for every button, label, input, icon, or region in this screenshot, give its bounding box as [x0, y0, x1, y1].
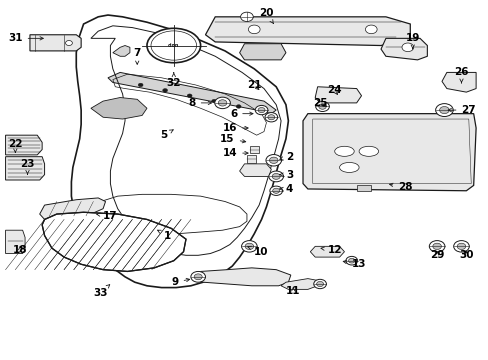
Text: 9: 9 — [171, 277, 189, 287]
Polygon shape — [205, 17, 409, 45]
Ellipse shape — [339, 162, 358, 172]
Circle shape — [401, 43, 413, 51]
Polygon shape — [30, 35, 81, 51]
Ellipse shape — [334, 146, 353, 156]
Circle shape — [248, 25, 260, 34]
Text: 31: 31 — [8, 33, 43, 43]
Text: 2: 2 — [279, 152, 293, 162]
Circle shape — [264, 113, 277, 122]
Circle shape — [315, 102, 329, 112]
Text: 16: 16 — [222, 123, 247, 133]
Polygon shape — [91, 98, 147, 119]
Circle shape — [236, 105, 241, 108]
Text: 3: 3 — [279, 170, 293, 180]
Text: 15: 15 — [220, 134, 245, 144]
Polygon shape — [441, 72, 475, 92]
Text: 21: 21 — [246, 80, 261, 90]
Circle shape — [432, 243, 441, 249]
Circle shape — [435, 104, 452, 117]
Text: 5: 5 — [160, 130, 173, 140]
Circle shape — [345, 256, 357, 265]
Polygon shape — [303, 114, 475, 191]
Text: 20: 20 — [259, 8, 273, 23]
Text: 14: 14 — [222, 148, 247, 158]
Polygon shape — [5, 230, 25, 253]
Polygon shape — [310, 246, 344, 257]
Polygon shape — [5, 135, 42, 155]
Text: 1: 1 — [157, 230, 171, 240]
Circle shape — [211, 99, 216, 103]
Text: 18: 18 — [13, 245, 27, 255]
Text: 19: 19 — [405, 33, 419, 49]
Text: 25: 25 — [312, 98, 326, 108]
Circle shape — [318, 104, 325, 109]
Polygon shape — [380, 39, 427, 60]
Text: 13: 13 — [343, 259, 366, 269]
Polygon shape — [108, 72, 276, 114]
Text: 12: 12 — [320, 245, 341, 255]
Polygon shape — [356, 185, 370, 191]
Text: 24: 24 — [327, 85, 341, 95]
Polygon shape — [239, 44, 285, 60]
Polygon shape — [71, 15, 288, 288]
Circle shape — [163, 89, 167, 92]
Circle shape — [265, 154, 281, 166]
Polygon shape — [5, 157, 44, 180]
Polygon shape — [315, 87, 361, 103]
Circle shape — [268, 171, 283, 182]
Circle shape — [269, 186, 282, 195]
Text: 30: 30 — [458, 250, 473, 260]
Text: cion: cion — [168, 43, 179, 48]
Circle shape — [365, 25, 376, 34]
Circle shape — [65, 41, 72, 45]
Circle shape — [240, 12, 253, 22]
Circle shape — [255, 105, 267, 115]
Text: 23: 23 — [20, 159, 35, 175]
Text: 6: 6 — [229, 109, 252, 119]
Text: 7: 7 — [133, 48, 141, 64]
Circle shape — [453, 240, 468, 252]
Text: 17: 17 — [97, 211, 118, 221]
Circle shape — [456, 243, 465, 249]
Polygon shape — [42, 212, 185, 271]
Circle shape — [241, 240, 257, 252]
Circle shape — [138, 83, 143, 87]
Polygon shape — [40, 198, 105, 220]
Circle shape — [194, 274, 202, 280]
Ellipse shape — [147, 28, 200, 63]
Polygon shape — [281, 279, 317, 289]
Text: 26: 26 — [453, 67, 468, 83]
Polygon shape — [113, 45, 130, 56]
Text: 22: 22 — [8, 139, 22, 152]
Circle shape — [348, 258, 354, 263]
Circle shape — [439, 107, 448, 114]
Circle shape — [218, 100, 226, 106]
Polygon shape — [193, 268, 290, 286]
Text: 4: 4 — [279, 184, 293, 194]
Text: 29: 29 — [429, 250, 444, 260]
Text: 10: 10 — [247, 246, 268, 257]
Polygon shape — [249, 145, 258, 153]
Circle shape — [272, 174, 280, 179]
Circle shape — [428, 240, 444, 252]
Circle shape — [190, 271, 205, 282]
Text: 27: 27 — [447, 105, 475, 115]
Text: 28: 28 — [389, 182, 412, 192]
Circle shape — [258, 108, 264, 113]
Circle shape — [267, 115, 274, 120]
Circle shape — [244, 243, 253, 249]
Circle shape — [313, 279, 326, 289]
Text: 11: 11 — [285, 286, 300, 296]
Circle shape — [214, 97, 230, 109]
Text: 33: 33 — [93, 285, 109, 298]
Ellipse shape — [358, 146, 378, 156]
Text: 32: 32 — [166, 73, 181, 88]
Polygon shape — [247, 155, 256, 163]
Circle shape — [269, 157, 278, 163]
Circle shape — [187, 94, 192, 98]
Circle shape — [316, 282, 323, 287]
Text: 8: 8 — [188, 98, 211, 108]
Polygon shape — [239, 164, 271, 176]
Circle shape — [272, 188, 279, 193]
